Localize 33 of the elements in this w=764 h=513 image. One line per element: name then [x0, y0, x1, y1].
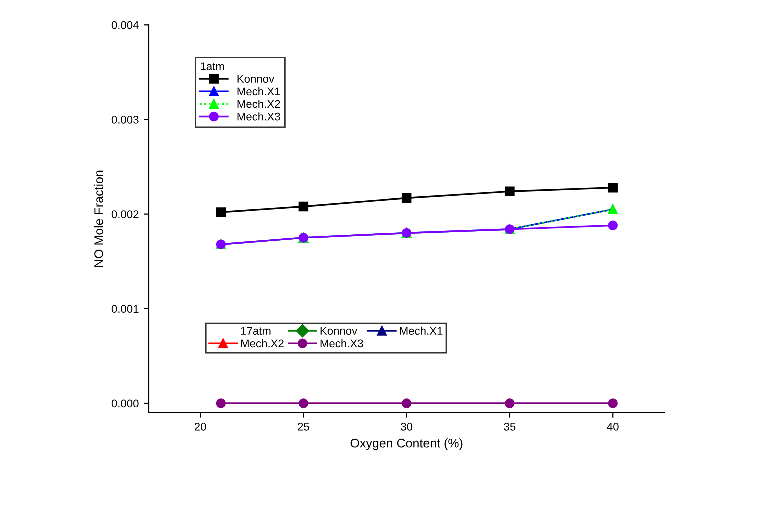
x-tick-label: 40: [607, 422, 619, 431]
legend-label: Mech.X2: [238, 100, 280, 108]
x-axis-title: Oxygen Content (%): [350, 438, 463, 450]
point: [608, 220, 618, 231]
point: [216, 208, 226, 218]
y-tick-label: 0.002: [112, 210, 139, 218]
y-tick-label: 0.000: [112, 400, 139, 408]
y-tick-label: 0.003: [112, 116, 139, 124]
annotation: 1atm: [201, 62, 224, 70]
x-tick-label: 35: [504, 422, 516, 431]
point: [298, 202, 309, 212]
y-axis-title: NO Mole Fraction: [94, 170, 104, 267]
legend-label: Mech.X3: [320, 339, 364, 348]
legend-label: Konnov: [320, 327, 358, 336]
x-tick-label: 20: [194, 422, 206, 431]
point: [608, 398, 618, 408]
legend-label: Mech.X1: [400, 326, 443, 336]
legend-label: Mech.X1: [238, 87, 280, 96]
legend-label: Konnov: [238, 75, 275, 84]
legend-label: Mech.X3: [238, 112, 280, 121]
point: [505, 186, 515, 196]
point: [402, 398, 412, 408]
point: [505, 398, 515, 408]
x-tick-label: 30: [401, 422, 413, 431]
legend-label: Mech.X2: [241, 339, 284, 348]
point: [298, 398, 309, 408]
point: [608, 182, 618, 193]
y-tick-label: 0.001: [112, 305, 139, 314]
y-tick-label: 0.004: [112, 21, 139, 30]
x-tick-label: 25: [298, 422, 310, 431]
point: [216, 398, 226, 408]
point: [402, 193, 412, 204]
annotation: 17atm: [241, 327, 271, 336]
